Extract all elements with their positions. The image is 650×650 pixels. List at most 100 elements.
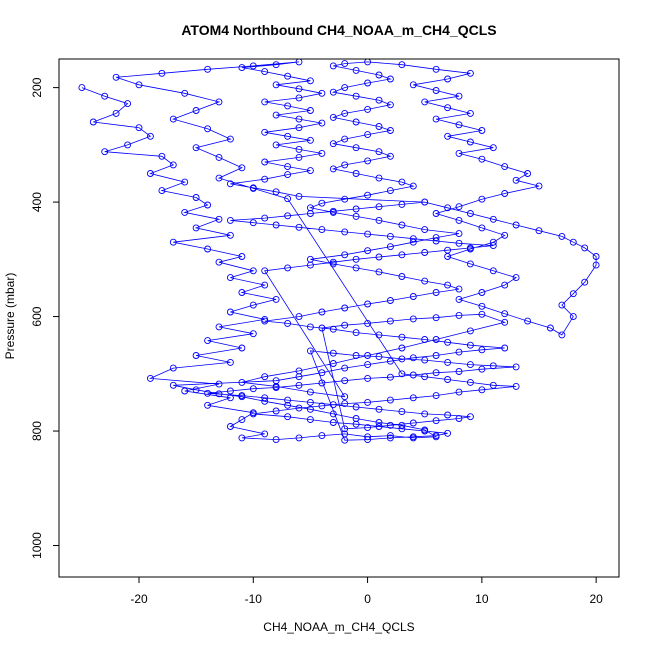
data-point bbox=[318, 402, 326, 410]
data-point bbox=[592, 261, 600, 269]
data-point bbox=[501, 163, 509, 171]
data-point bbox=[352, 170, 360, 177]
data-point bbox=[261, 98, 269, 106]
data-point bbox=[158, 69, 166, 77]
data-point bbox=[306, 323, 314, 331]
data-point bbox=[432, 237, 440, 245]
data-point bbox=[444, 338, 452, 346]
data-point bbox=[181, 208, 189, 216]
data-point bbox=[272, 221, 280, 229]
data-point bbox=[364, 105, 372, 113]
data-point bbox=[306, 261, 314, 269]
data-point bbox=[398, 421, 406, 429]
data-point bbox=[501, 344, 509, 352]
data-point bbox=[444, 358, 452, 366]
data-point bbox=[398, 178, 406, 186]
data-point bbox=[375, 123, 383, 130]
data-point bbox=[364, 361, 372, 369]
axes-layer: -20 -10 0 10 20 200 400 600 800 1000 bbox=[30, 77, 603, 606]
data-point bbox=[398, 221, 406, 229]
data-point bbox=[329, 258, 337, 266]
data-point bbox=[284, 163, 292, 171]
data-point bbox=[329, 360, 337, 367]
data-point bbox=[501, 310, 509, 318]
data-point bbox=[226, 358, 234, 366]
data-point bbox=[421, 249, 429, 256]
data-point bbox=[375, 216, 383, 224]
data-point bbox=[284, 319, 292, 327]
data-point bbox=[386, 297, 394, 304]
data-point bbox=[204, 125, 212, 133]
data-point bbox=[284, 212, 292, 220]
data-point bbox=[318, 119, 326, 127]
data-point bbox=[341, 393, 349, 401]
data-point bbox=[192, 144, 200, 152]
data-point bbox=[535, 227, 543, 235]
data-point bbox=[398, 370, 406, 378]
data-point bbox=[238, 64, 246, 72]
y-tick-label: 400 bbox=[30, 192, 44, 212]
data-point bbox=[489, 144, 497, 152]
data-point bbox=[249, 410, 257, 418]
data-point bbox=[478, 224, 486, 232]
data-point bbox=[226, 423, 234, 430]
data-point bbox=[204, 401, 212, 409]
data-point bbox=[455, 295, 463, 303]
data-point bbox=[455, 92, 463, 100]
data-point bbox=[512, 363, 520, 371]
data-point bbox=[375, 423, 383, 430]
data-point bbox=[409, 81, 417, 89]
data-point bbox=[295, 124, 303, 132]
data-point bbox=[226, 387, 234, 395]
data-point bbox=[341, 135, 349, 143]
data-point bbox=[489, 238, 497, 246]
data-point bbox=[375, 253, 383, 261]
data-point bbox=[124, 141, 132, 149]
data-point bbox=[592, 253, 600, 260]
data-point bbox=[501, 318, 509, 326]
x-axis-label: CH4_NOAA_m_CH4_QCLS bbox=[263, 620, 414, 634]
data-point bbox=[432, 417, 440, 425]
data-point bbox=[432, 352, 440, 359]
data-point bbox=[226, 135, 234, 143]
data-point bbox=[409, 238, 417, 246]
y-tick-label: 800 bbox=[30, 421, 44, 441]
series-line bbox=[81, 61, 597, 441]
data-point bbox=[375, 71, 383, 79]
data-point bbox=[364, 319, 372, 327]
data-point bbox=[238, 392, 246, 400]
data-point bbox=[512, 221, 520, 229]
y-tick-label: 1000 bbox=[30, 532, 44, 559]
data-point bbox=[512, 382, 520, 390]
data-point bbox=[306, 405, 314, 413]
data-point bbox=[375, 203, 383, 211]
data-point bbox=[272, 295, 280, 303]
data-point bbox=[284, 401, 292, 409]
data-point bbox=[284, 413, 292, 421]
data-point bbox=[226, 394, 234, 402]
data-point bbox=[421, 336, 429, 343]
data-point bbox=[204, 337, 212, 345]
data-point bbox=[466, 138, 474, 146]
data-point bbox=[478, 155, 486, 163]
data-point bbox=[215, 323, 223, 331]
data-point bbox=[341, 364, 349, 372]
data-point bbox=[466, 69, 474, 77]
data-point bbox=[352, 118, 360, 126]
data-point bbox=[295, 367, 303, 375]
data-point bbox=[306, 167, 314, 175]
data-point bbox=[226, 308, 234, 316]
data-point bbox=[375, 96, 383, 104]
data-point bbox=[455, 415, 463, 422]
data-point bbox=[466, 210, 474, 217]
data-point bbox=[169, 115, 177, 123]
data-point bbox=[444, 411, 452, 419]
data-point bbox=[329, 140, 337, 148]
data-point bbox=[489, 215, 497, 223]
data-point bbox=[284, 195, 292, 203]
data-point bbox=[444, 204, 452, 212]
data-point bbox=[146, 132, 154, 140]
data-point bbox=[329, 419, 337, 426]
data-point bbox=[146, 170, 154, 177]
data-point bbox=[375, 331, 383, 339]
